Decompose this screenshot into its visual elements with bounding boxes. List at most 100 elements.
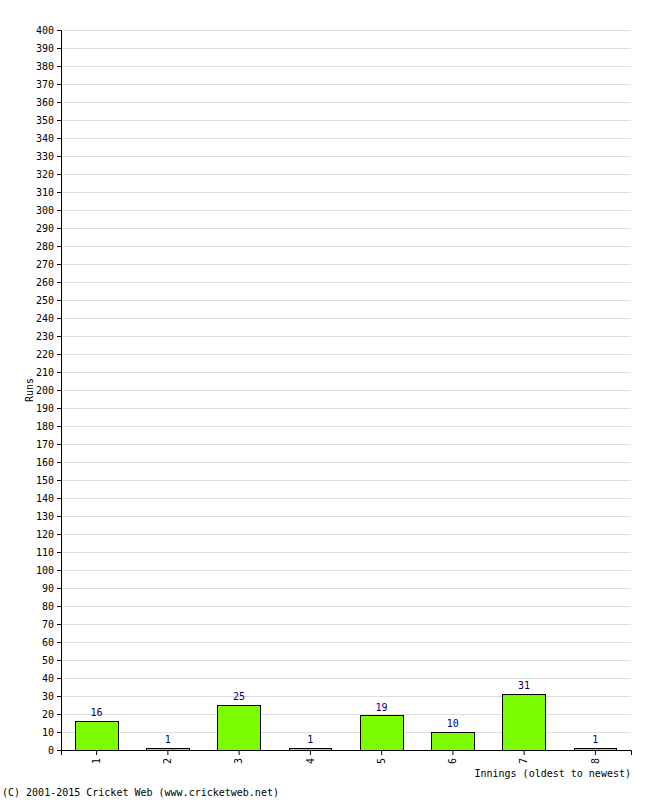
y-tick-label: 280 — [36, 241, 54, 252]
grid-line — [61, 282, 631, 283]
x-tick: 7 — [518, 750, 529, 764]
bar — [503, 694, 546, 750]
y-tick-mark — [57, 84, 61, 85]
y-tick-mark — [57, 336, 61, 337]
x-tick-mark — [167, 750, 168, 755]
y-tick: 280 — [36, 241, 61, 252]
y-tick-label: 30 — [42, 691, 54, 702]
y-tick-mark — [57, 246, 61, 247]
y-tick-mark — [57, 156, 61, 157]
x-axis: 12345678 — [62, 750, 632, 764]
bar — [360, 716, 403, 750]
grid-line — [61, 498, 631, 499]
grid-line — [61, 210, 631, 211]
y-tick-label: 370 — [36, 79, 54, 90]
y-tick: 50 — [42, 655, 61, 666]
y-tick: 350 — [36, 115, 61, 126]
x-tick-label: 5 — [376, 758, 387, 764]
y-tick-label: 300 — [36, 205, 54, 216]
y-tick: 330 — [36, 151, 61, 162]
y-tick: 120 — [36, 529, 61, 540]
grid-line — [61, 318, 631, 319]
grid-line — [61, 354, 631, 355]
x-tick: 5 — [376, 750, 387, 764]
y-tick-label: 110 — [36, 547, 54, 558]
y-tick: 180 — [36, 421, 61, 432]
y-tick-label: 270 — [36, 259, 54, 270]
x-tick: 3 — [233, 750, 244, 764]
y-tick-mark — [57, 732, 61, 733]
y-tick-mark — [57, 300, 61, 301]
y-tick: 130 — [36, 511, 61, 522]
y-tick-label: 400 — [36, 25, 54, 36]
grid-line — [61, 624, 631, 625]
y-tick: 250 — [36, 295, 61, 306]
y-tick-label: 190 — [36, 403, 54, 414]
y-tick: 380 — [36, 61, 61, 72]
y-tick-mark — [57, 372, 61, 373]
y-tick-label: 100 — [36, 565, 54, 576]
x-tick-mark — [524, 750, 525, 755]
y-tick-label: 220 — [36, 349, 54, 360]
y-tick: 310 — [36, 187, 61, 198]
bar — [218, 705, 261, 750]
grid-line — [61, 480, 631, 481]
y-tick-label: 40 — [42, 673, 54, 684]
y-tick: 140 — [36, 493, 61, 504]
grid-line — [61, 660, 631, 661]
y-tick: 160 — [36, 457, 61, 468]
y-tick-mark — [57, 390, 61, 391]
y-tick-mark — [57, 174, 61, 175]
y-tick: 290 — [36, 223, 61, 234]
y-tick-label: 340 — [36, 133, 54, 144]
y-tick-mark — [57, 228, 61, 229]
y-tick-label: 210 — [36, 367, 54, 378]
y-tick-label: 320 — [36, 169, 54, 180]
y-tick-mark — [57, 48, 61, 49]
y-tick-mark — [57, 714, 61, 715]
grid-line — [61, 588, 631, 589]
bar — [574, 748, 617, 750]
y-axis-line — [57, 31, 62, 751]
y-tick-mark — [57, 642, 61, 643]
y-tick-mark — [57, 408, 61, 409]
grid-line — [61, 156, 631, 157]
y-tick-label: 240 — [36, 313, 54, 324]
y-tick-label: 80 — [42, 601, 54, 612]
bar — [75, 721, 118, 750]
y-tick: 200 — [36, 385, 61, 396]
y-tick: 150 — [36, 475, 61, 486]
y-tick: 210 — [36, 367, 61, 378]
x-tick: 1 — [91, 750, 102, 764]
y-tick-mark — [57, 570, 61, 571]
y-tick-mark — [57, 660, 61, 661]
y-tick-mark — [57, 696, 61, 697]
y-tick: 400 — [36, 25, 61, 36]
x-axis-title: Innings (oldest to newest) — [474, 768, 631, 779]
x-tick: 6 — [447, 750, 458, 764]
data-label: 1 — [165, 734, 171, 745]
x-tick-mark — [96, 750, 97, 755]
y-tick: 70 — [42, 619, 61, 630]
y-tick-mark — [57, 192, 61, 193]
y-tick-label: 160 — [36, 457, 54, 468]
x-tick-mark — [310, 750, 311, 755]
grid-line — [61, 570, 631, 571]
y-tick-mark — [57, 354, 61, 355]
y-tick-mark — [57, 462, 61, 463]
y-tick: 20 — [42, 709, 61, 720]
y-tick: 360 — [36, 97, 61, 108]
x-tick-mark — [381, 750, 382, 755]
y-tick-label: 50 — [42, 655, 54, 666]
grid-line — [61, 642, 631, 643]
x-tick: 2 — [162, 750, 173, 764]
y-tick-mark — [57, 588, 61, 589]
y-tick-mark — [57, 606, 61, 607]
y-tick: 240 — [36, 313, 61, 324]
grid-line — [61, 678, 631, 679]
y-tick-mark — [57, 624, 61, 625]
grid-line — [61, 336, 631, 337]
grid-line — [61, 444, 631, 445]
grid-line — [61, 426, 631, 427]
x-tick-mark — [239, 750, 240, 755]
